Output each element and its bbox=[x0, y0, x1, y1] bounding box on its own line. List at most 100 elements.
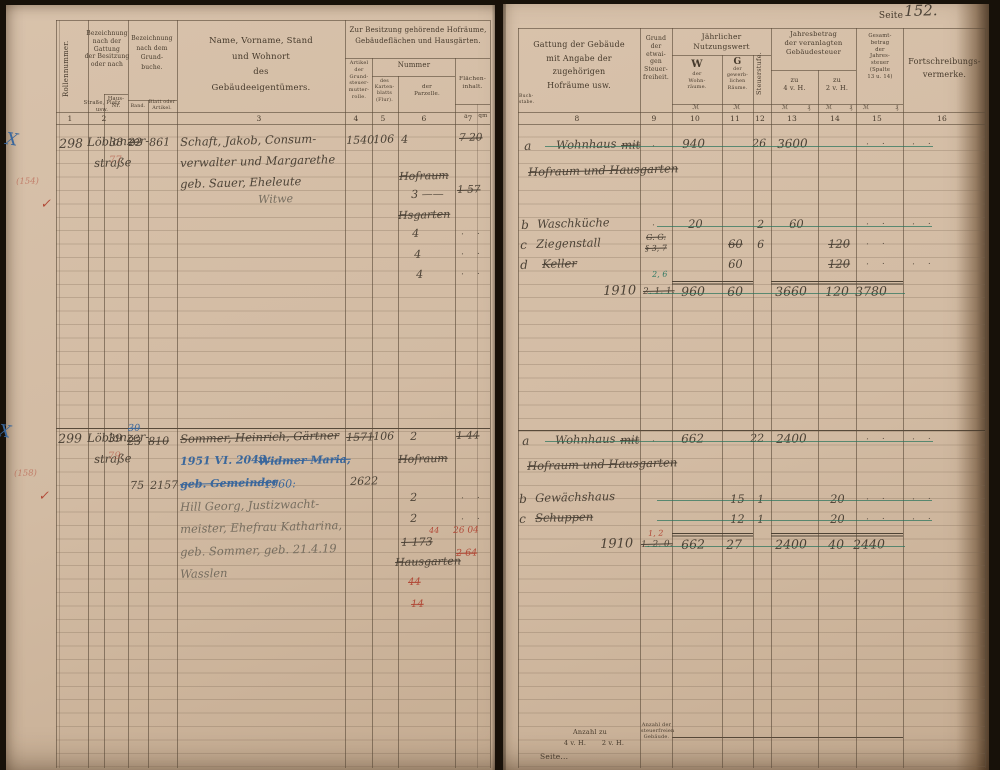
cancellation-line bbox=[545, 441, 933, 443]
steuer-2vh-struck: 120 bbox=[827, 256, 851, 271]
column-header-flaecheninhalt: Flächen- inhalt. bbox=[458, 76, 487, 90]
cancellation-line bbox=[657, 226, 932, 228]
column-number: 2 bbox=[101, 114, 107, 123]
column-number: 4 bbox=[353, 114, 359, 123]
parzelle-value-struck: 44 bbox=[407, 576, 421, 588]
cancellation-line bbox=[657, 500, 932, 502]
table-line bbox=[56, 124, 490, 125]
sum-4vh: 3660 bbox=[774, 283, 808, 299]
unit-label-a: a bbox=[464, 113, 468, 120]
column-header-kartenblatt: des Karten- blatts (Flur). bbox=[374, 79, 395, 103]
flaeche-value: 1 57 bbox=[456, 183, 481, 196]
footer-anzahl-4vh: 4 v. H. bbox=[563, 739, 587, 747]
grundbuch-band-old: 30 bbox=[127, 422, 141, 434]
group-header-nutzungswert: Jährlicher Nutzungswert bbox=[693, 32, 750, 51]
column-number: 1 bbox=[67, 114, 73, 123]
column-number: 15 bbox=[872, 114, 882, 123]
year-value: 1910 bbox=[602, 283, 637, 299]
table-line bbox=[771, 70, 856, 71]
building-letter: a bbox=[523, 138, 532, 153]
column-header-grundbuch: Bezeichnung nach dem Grund- buche. bbox=[131, 35, 173, 71]
sum-rule bbox=[771, 281, 903, 282]
table-line bbox=[903, 28, 904, 768]
flaeche-value-struck: 1 44 bbox=[455, 429, 480, 442]
owner-note-pencil: Witwe bbox=[257, 192, 294, 206]
seite-printed-label: Seite bbox=[878, 11, 904, 21]
right-ruling bbox=[518, 124, 985, 768]
parzelle-value-struck: Hausgarten bbox=[394, 554, 462, 569]
cancellation-line bbox=[657, 520, 932, 522]
ditto-dots: ·· bbox=[460, 493, 493, 504]
table-line bbox=[398, 76, 399, 768]
check-mark: ✓ bbox=[39, 196, 52, 212]
entry-separator-line bbox=[518, 430, 985, 431]
group-header-hofraeume: Zur Besitzung gehörende Hofräume, Gebäud… bbox=[349, 26, 487, 45]
nutzungswert-w: 662 bbox=[680, 431, 705, 446]
table-line bbox=[672, 28, 673, 768]
pfennig-symbol: ₰ bbox=[895, 104, 899, 111]
ditto-dots: ·· bbox=[911, 259, 944, 270]
parzelle-value: Hofraum bbox=[398, 168, 449, 183]
column-number: 11 bbox=[730, 114, 740, 123]
table-line bbox=[455, 58, 456, 768]
artikel-number: 2622 bbox=[349, 474, 379, 488]
parzelle-value: 4 bbox=[415, 267, 424, 281]
column-header-rollennummer: Rollennummer. bbox=[62, 40, 70, 98]
parzelle-value: 2 bbox=[409, 429, 418, 443]
nutzungswert-g-struck: 60 bbox=[727, 236, 743, 251]
steuerstufe-value: 6 bbox=[756, 237, 765, 251]
column-number: 3 bbox=[256, 114, 262, 123]
table-line bbox=[345, 58, 490, 59]
check-mark: ✓ bbox=[37, 488, 50, 504]
column-header-parzelle: der Parzelle. bbox=[414, 84, 440, 98]
column-header-blatt: Blatt oder Artikel. bbox=[148, 100, 176, 112]
mark-symbol: ℳ bbox=[825, 104, 833, 111]
nutzungswert-w: 20 bbox=[687, 216, 703, 231]
owner-change-year: 1960: bbox=[263, 477, 296, 491]
sum-rule bbox=[771, 533, 903, 534]
parzelle-value: 2 bbox=[409, 511, 418, 525]
column-header-gewerbliche: der gewerb- lichen Räume. bbox=[726, 67, 749, 91]
footer-line bbox=[672, 737, 903, 738]
parzelle-value-struck: 1 173 bbox=[400, 535, 433, 549]
table-line bbox=[104, 94, 128, 95]
ditto-dots: ·· bbox=[460, 229, 493, 240]
entry-separator-line bbox=[56, 428, 490, 429]
sum-w: 960 bbox=[680, 283, 706, 299]
sum-rule bbox=[672, 533, 753, 534]
table-line bbox=[59, 20, 60, 768]
right-page-paper bbox=[503, 4, 989, 770]
building-type: Ziegenstall bbox=[535, 235, 602, 251]
sum-rule bbox=[672, 281, 753, 282]
parzelle-value-struck: 14 bbox=[410, 598, 424, 610]
group-header-nummer: Nummer bbox=[397, 61, 431, 69]
grundbuch-band: 75 bbox=[129, 478, 145, 492]
steuer-2vh-struck: 120 bbox=[827, 236, 851, 251]
column-header-bezeichnung-gattung: Bezeichnung nach der Gattung der Besitzu… bbox=[84, 30, 130, 69]
flur-number: 106 bbox=[372, 429, 395, 443]
table-line bbox=[818, 70, 819, 768]
pfennig-symbol: ₰ bbox=[849, 104, 853, 111]
building-type: Gewächshaus bbox=[534, 489, 616, 505]
ditto-dots: ·· bbox=[460, 514, 493, 525]
column-header-4vh: zu 4 v. H. bbox=[783, 76, 806, 93]
ditto-dot: · bbox=[651, 220, 656, 231]
sum-2vh: 120 bbox=[824, 283, 850, 299]
roll-number: 298 bbox=[58, 135, 84, 151]
column-header-buchstabe: Buch- stabe. bbox=[519, 94, 535, 105]
table-line bbox=[518, 124, 985, 125]
cancellation-line bbox=[648, 293, 905, 295]
left-page-paper bbox=[6, 5, 495, 770]
column-header-fortschreibung: Fortschreibungs- vermerke. bbox=[908, 57, 981, 79]
column-number: 13 bbox=[787, 114, 797, 123]
table-line bbox=[771, 104, 903, 105]
column-header-wohnraeume: der Wohn- räume. bbox=[687, 71, 707, 90]
table-line bbox=[518, 28, 985, 29]
table-line bbox=[856, 28, 857, 768]
steuerfrei-count-correction: 1, 2 bbox=[647, 528, 664, 538]
parzelle-value: 4 bbox=[400, 132, 409, 146]
table-line bbox=[722, 55, 723, 768]
parzelle-value: Hsgarten bbox=[397, 207, 451, 222]
building-letter: b bbox=[518, 491, 528, 506]
